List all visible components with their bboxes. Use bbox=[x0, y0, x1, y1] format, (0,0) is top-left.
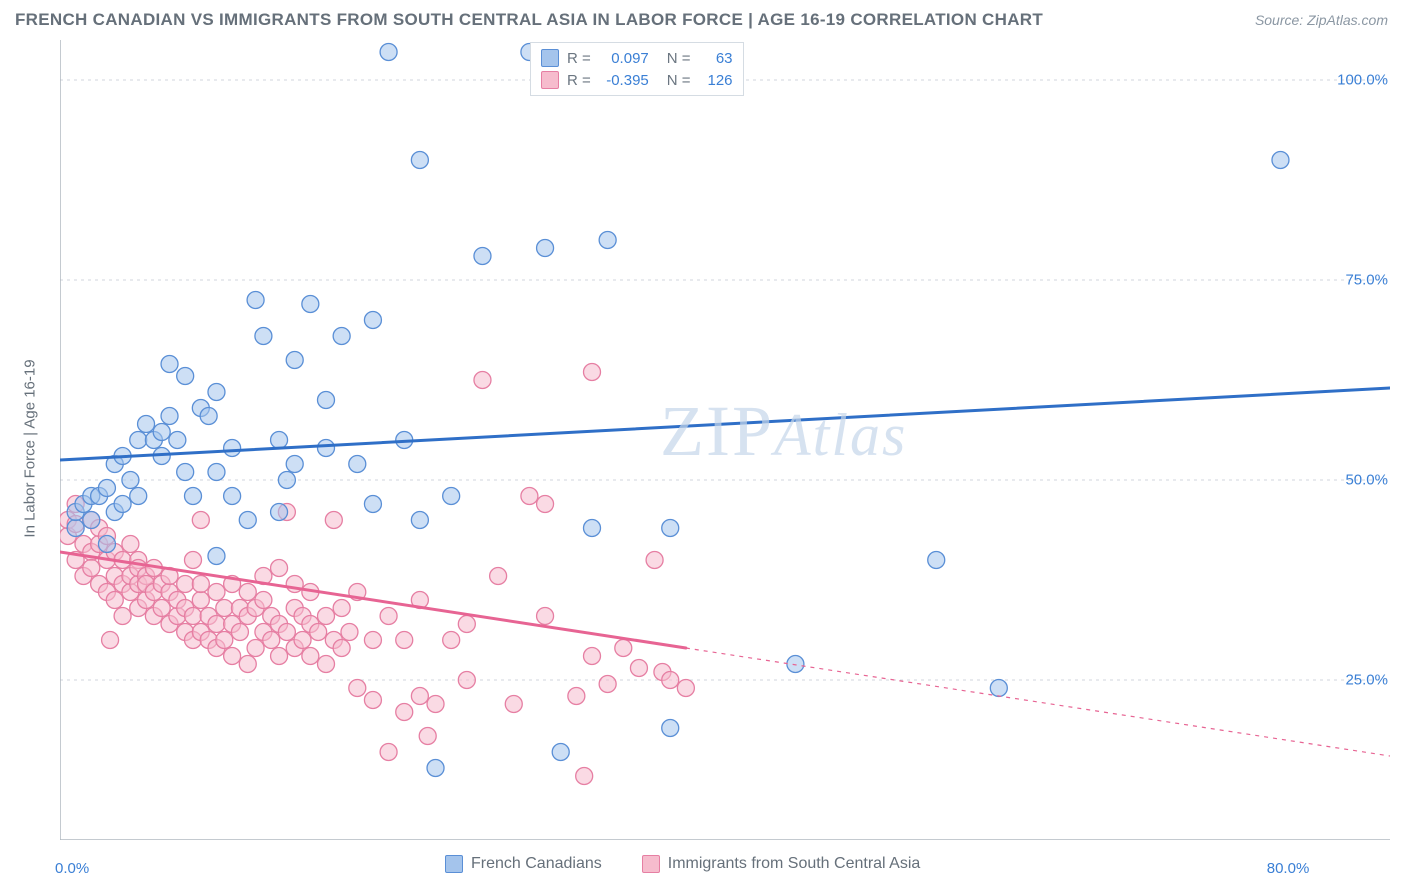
x-tick-label: 0.0% bbox=[55, 860, 89, 877]
plot-area bbox=[60, 40, 1390, 840]
r-value: -0.395 bbox=[599, 72, 649, 89]
y-tick-label: 50.0% bbox=[1345, 472, 1388, 489]
chart-container: FRENCH CANADIAN VS IMMIGRANTS FROM SOUTH… bbox=[0, 0, 1406, 892]
r-value: 0.097 bbox=[599, 50, 649, 67]
series-legend: French Canadians Immigrants from South Ce… bbox=[445, 855, 920, 873]
legend-item: Immigrants from South Central Asia bbox=[642, 855, 921, 873]
n-value: 63 bbox=[699, 50, 733, 67]
n-label: N = bbox=[667, 50, 691, 67]
correlation-legend: R = 0.097 N = 63 R = -0.395 N = 126 bbox=[530, 42, 744, 96]
x-tick-label: 80.0% bbox=[1267, 860, 1310, 877]
y-tick-label: 25.0% bbox=[1345, 672, 1388, 689]
legend-stat-row: R = 0.097 N = 63 bbox=[541, 47, 733, 69]
r-label: R = bbox=[567, 50, 591, 67]
legend-item: French Canadians bbox=[445, 855, 602, 873]
legend-swatch bbox=[541, 71, 559, 89]
y-tick-label: 75.0% bbox=[1345, 272, 1388, 289]
y-axis-label: In Labor Force | Age 16-19 bbox=[22, 359, 39, 537]
legend-label: Immigrants from South Central Asia bbox=[668, 855, 921, 873]
plot-svg bbox=[60, 40, 1390, 840]
legend-swatch bbox=[642, 855, 660, 873]
chart-title: FRENCH CANADIAN VS IMMIGRANTS FROM SOUTH… bbox=[15, 10, 1043, 30]
n-value: 126 bbox=[699, 72, 733, 89]
y-tick-label: 100.0% bbox=[1337, 72, 1388, 89]
n-label: N = bbox=[667, 72, 691, 89]
legend-swatch bbox=[445, 855, 463, 873]
legend-swatch bbox=[541, 49, 559, 67]
legend-label: French Canadians bbox=[471, 855, 602, 873]
legend-stat-row: R = -0.395 N = 126 bbox=[541, 69, 733, 91]
r-label: R = bbox=[567, 72, 591, 89]
source-attribution: Source: ZipAtlas.com bbox=[1255, 12, 1388, 28]
